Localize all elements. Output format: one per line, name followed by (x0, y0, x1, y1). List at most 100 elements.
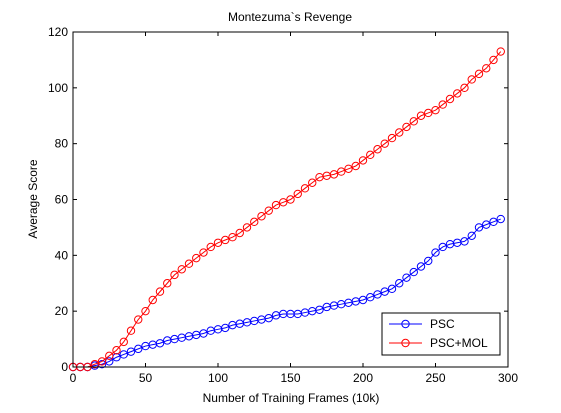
data-point-psc (467, 231, 476, 240)
data-point-psc-mol (358, 156, 368, 165)
data-point-psc (416, 262, 426, 271)
data-point-psc-mol (112, 346, 121, 355)
data-point-psc-mol (192, 253, 201, 263)
data-point-psc (134, 344, 143, 354)
data-point-psc-mol (199, 248, 208, 257)
legend-label-psc-mol: PSC+MOL (430, 336, 488, 350)
data-point-psc (155, 339, 165, 348)
x-tick-label: 150 (280, 371, 300, 385)
data-point-psc-mol (293, 189, 302, 199)
data-point-psc-mol (380, 139, 389, 148)
data-point-psc (482, 220, 491, 229)
y-tick-label: 100 (48, 81, 68, 95)
data-point-psc-mol (257, 212, 266, 221)
data-point-psc-mol (184, 259, 194, 268)
data-point-psc (373, 290, 382, 299)
y-tick-label: 40 (55, 248, 69, 262)
data-point-psc-mol (482, 64, 491, 73)
y-tick-label: 80 (55, 137, 69, 151)
data-point-psc-mol (242, 223, 252, 232)
data-point-psc-mol (271, 200, 281, 210)
data-point-psc-mol (155, 287, 165, 296)
series-layer (68, 47, 505, 372)
data-point-psc-mol (445, 94, 455, 104)
data-point-psc (387, 284, 397, 294)
data-point-psc (474, 223, 484, 232)
data-point-psc-mol (395, 128, 404, 137)
data-point-psc-mol (351, 161, 360, 171)
data-point-psc-mol (402, 122, 411, 132)
x-tick-label: 0 (70, 371, 77, 385)
data-point-psc-mol (264, 206, 273, 215)
data-point-psc (496, 214, 505, 224)
data-point-psc-mol (105, 351, 114, 361)
x-tick-label: 250 (425, 371, 445, 385)
data-point-psc-mol (177, 265, 186, 274)
y-tick-label: 60 (55, 193, 69, 207)
data-point-psc (199, 329, 208, 338)
data-point-psc-mol (453, 89, 462, 98)
data-point-psc-mol (387, 133, 397, 143)
y-axis-label: Average Score (26, 159, 40, 238)
data-point-psc-mol (300, 184, 310, 193)
data-point-psc-mol (416, 111, 426, 120)
data-point-psc (438, 242, 447, 252)
data-point-psc-mol (126, 326, 136, 335)
data-point-psc-mol (163, 279, 172, 288)
data-point-psc-mol (206, 242, 215, 252)
data-point-psc-mol (373, 145, 382, 154)
data-point-psc-mol (286, 195, 295, 204)
data-point-psc-mol (467, 75, 476, 84)
data-point-psc (460, 237, 469, 246)
data-point-psc (126, 347, 136, 356)
series-psc-mol (68, 47, 505, 372)
data-point-psc (409, 267, 418, 277)
data-point-psc-mol (134, 315, 143, 324)
data-point-psc-mol (97, 357, 107, 366)
chart-title: Montezuma`s Revenge (228, 10, 352, 24)
data-point-psc (366, 293, 375, 302)
data-point-psc (358, 295, 368, 305)
data-point-psc (264, 313, 273, 323)
legend-label-psc: PSC (430, 317, 455, 331)
y-tick-label: 120 (48, 25, 68, 39)
data-point-psc-mol (424, 108, 433, 118)
data-point-psc (221, 323, 230, 333)
data-point-psc (402, 273, 411, 282)
data-point-psc (119, 350, 128, 359)
data-point-psc (424, 256, 433, 266)
data-point-psc (315, 305, 324, 314)
data-point-psc-mol (279, 198, 288, 207)
data-point-psc (431, 248, 440, 257)
axes-layer: 0 50 100 150 200 250 300 0 20 40 60 80 100 120 (48, 25, 518, 385)
data-point-psc-mol (460, 83, 469, 93)
data-point-psc-mol (213, 238, 223, 247)
x-tick-label: 200 (353, 371, 373, 385)
data-point-psc-mol (337, 167, 346, 176)
data-point-psc-mol (228, 232, 237, 242)
x-tick-label: 50 (139, 371, 153, 385)
y-tick-label: 0 (61, 360, 68, 374)
data-point-psc (395, 279, 404, 288)
data-point-psc-mol (308, 178, 317, 187)
x-tick-label: 100 (208, 371, 228, 385)
x-tick-label: 300 (498, 371, 518, 385)
data-point-psc-mol (235, 228, 244, 238)
data-point-psc (380, 287, 389, 296)
data-point-psc-mol (170, 270, 179, 280)
data-point-psc-mol (250, 217, 259, 227)
data-point-psc-mol (431, 105, 440, 115)
data-point-psc (489, 217, 498, 227)
legend: PSC PSC+MOL (381, 312, 501, 356)
data-point-psc-mol (474, 69, 484, 79)
data-point-psc-mol (496, 47, 505, 56)
data-point-psc-mol (148, 295, 157, 305)
data-point-psc-mol (221, 235, 230, 245)
legend-marker-psc (401, 319, 410, 329)
data-point-psc-mol (409, 117, 418, 126)
data-point-psc-mol (489, 55, 498, 65)
data-point-psc-mol (438, 100, 447, 109)
data-point-psc-mol (329, 170, 339, 179)
y-tick-label: 20 (55, 304, 69, 318)
